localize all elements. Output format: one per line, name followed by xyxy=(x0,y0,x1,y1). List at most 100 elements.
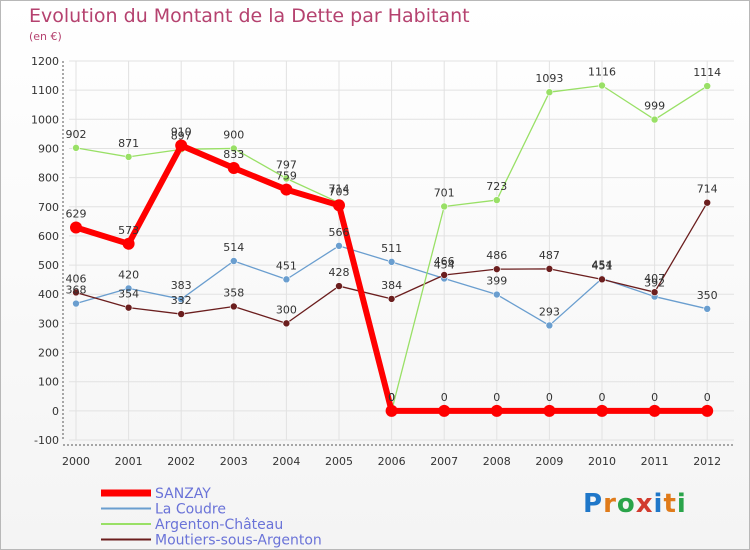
data-label: 332 xyxy=(171,294,192,307)
data-label: 629 xyxy=(66,207,87,220)
data-point xyxy=(72,299,80,308)
data-label: 399 xyxy=(486,275,507,288)
data-point xyxy=(490,404,503,417)
data-point xyxy=(280,183,293,196)
y-tick-label: 400 xyxy=(38,288,59,301)
data-label: 714 xyxy=(697,183,718,196)
chart-title: Evolution du Montant de la Dette par Hab… xyxy=(29,5,470,27)
data-label: 350 xyxy=(697,289,718,302)
data-point xyxy=(72,288,80,297)
data-label: 999 xyxy=(644,100,665,113)
data-label: 0 xyxy=(388,391,395,404)
legend-label: Argenton-Château xyxy=(155,517,283,533)
data-label: 1116 xyxy=(588,65,616,78)
x-tick-label: 2000 xyxy=(62,455,90,468)
data-point xyxy=(650,288,659,296)
x-tick-label: 2002 xyxy=(167,455,195,468)
data-label: 486 xyxy=(486,249,507,262)
x-tick-label: 2011 xyxy=(641,455,669,468)
data-label: 407 xyxy=(644,272,665,285)
data-label: 0 xyxy=(493,391,500,404)
x-tick-label: 2005 xyxy=(325,455,353,468)
x-tick-label: 2003 xyxy=(220,455,248,468)
data-label: 1114 xyxy=(693,66,721,79)
data-label: 0 xyxy=(651,391,658,404)
data-point xyxy=(387,258,396,266)
data-label: 383 xyxy=(171,279,192,292)
data-point xyxy=(335,282,343,290)
x-tick-label: 2012 xyxy=(693,455,721,468)
data-label: 723 xyxy=(486,180,507,193)
data-point xyxy=(227,161,240,174)
y-tick-label: 900 xyxy=(38,142,59,155)
data-label: 466 xyxy=(434,255,455,268)
proxiti-logo: Proxiti xyxy=(583,489,687,519)
data-point xyxy=(124,284,133,293)
legend-label: La Coudre xyxy=(155,502,226,518)
data-point xyxy=(122,237,135,250)
y-tick-label: 600 xyxy=(38,230,59,243)
data-label: 797 xyxy=(276,158,297,171)
data-point xyxy=(72,144,80,152)
y-tick-label: 700 xyxy=(38,201,59,214)
data-label: 0 xyxy=(599,391,606,404)
y-tick-label: 1000 xyxy=(31,113,59,126)
data-label: 759 xyxy=(276,170,297,183)
series-moutiers-sous-argenton xyxy=(72,198,712,328)
data-label: 705 xyxy=(329,185,350,198)
data-point xyxy=(543,404,556,417)
data-label: 487 xyxy=(539,249,560,262)
y-tick-label: 500 xyxy=(38,259,59,272)
data-label: 451 xyxy=(592,259,613,272)
data-point xyxy=(598,275,606,284)
label-layer: 368 420 383 514 451 566 511 454 399 293 454 392 350 4… xyxy=(66,65,722,403)
chart-unit: (en €) xyxy=(29,30,62,43)
data-point xyxy=(230,257,238,265)
data-label: 573 xyxy=(118,224,139,237)
data-label: 293 xyxy=(539,305,560,318)
data-point xyxy=(282,275,291,284)
data-point xyxy=(648,404,661,417)
data-label: 514 xyxy=(223,241,244,254)
data-label: 420 xyxy=(118,268,139,281)
x-tick-label: 2006 xyxy=(378,455,406,468)
data-point xyxy=(545,321,554,330)
y-tick-label: 1200 xyxy=(31,55,59,68)
data-point xyxy=(492,265,501,273)
data-point xyxy=(230,302,238,311)
data-label: 1093 xyxy=(535,72,563,85)
y-tick-label: 100 xyxy=(38,376,59,389)
data-label: 454 xyxy=(592,258,613,271)
data-label: 900 xyxy=(223,128,244,141)
data-label: 454 xyxy=(434,258,455,271)
series-layer xyxy=(70,81,714,417)
data-point xyxy=(333,199,345,212)
data-point xyxy=(282,174,291,183)
data-point xyxy=(230,144,238,153)
y-tick-label: 300 xyxy=(38,317,59,330)
data-point xyxy=(70,221,82,234)
data-point xyxy=(545,265,554,273)
data-point xyxy=(596,404,608,417)
data-point xyxy=(598,81,606,90)
data-label: 358 xyxy=(223,286,244,299)
data-label: 833 xyxy=(223,148,244,161)
data-point xyxy=(124,303,133,312)
data-point xyxy=(650,115,659,124)
data-point xyxy=(703,82,712,90)
data-label: 384 xyxy=(381,279,402,292)
data-label: 0 xyxy=(388,391,395,404)
data-label: 428 xyxy=(329,266,350,279)
data-point xyxy=(175,139,188,152)
data-point xyxy=(440,271,449,279)
data-label: 910 xyxy=(171,126,192,139)
data-point xyxy=(703,305,712,313)
data-label: 392 xyxy=(644,277,665,290)
data-label: 451 xyxy=(276,259,297,272)
data-point xyxy=(387,295,396,303)
data-label: 511 xyxy=(381,242,402,255)
legend-label: SANZAY xyxy=(155,486,211,502)
x-tick-label: 2010 xyxy=(588,455,616,468)
